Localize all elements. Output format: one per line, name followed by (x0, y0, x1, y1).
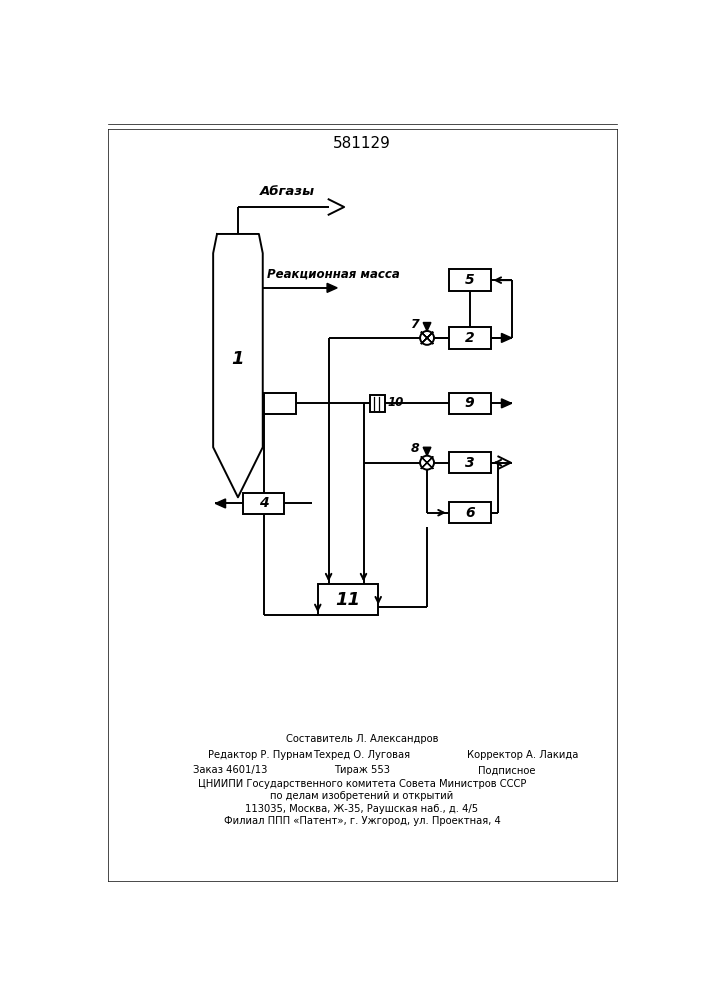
Bar (243, 493, 284, 514)
Text: 581129: 581129 (333, 136, 391, 151)
Text: 11: 11 (336, 591, 361, 609)
Text: 6: 6 (465, 506, 474, 520)
Bar (264, 393, 296, 414)
Text: 10: 10 (387, 396, 404, 409)
Text: 113035, Москва, Ж-35, Раушская наб., д. 4/5: 113035, Москва, Ж-35, Раушская наб., д. … (245, 804, 479, 814)
Text: 8: 8 (410, 442, 419, 455)
Bar (449, 452, 491, 473)
Polygon shape (421, 332, 433, 338)
Polygon shape (423, 323, 431, 331)
Text: Составитель Л. Александров: Составитель Л. Александров (286, 734, 438, 744)
Text: 1: 1 (232, 350, 244, 368)
Bar (317, 584, 378, 615)
Text: 5: 5 (465, 273, 474, 287)
Text: Абгазы: Абгазы (259, 185, 315, 198)
Polygon shape (501, 333, 512, 342)
Text: Подписное: Подписное (478, 765, 536, 775)
Polygon shape (421, 456, 433, 463)
Bar (449, 327, 491, 349)
Text: Заказ 4601/13: Заказ 4601/13 (193, 765, 267, 775)
Polygon shape (421, 463, 433, 469)
Bar (449, 502, 491, 523)
Polygon shape (501, 399, 512, 408)
Text: 7: 7 (410, 318, 419, 331)
Circle shape (420, 456, 434, 470)
Text: 4: 4 (259, 496, 269, 510)
Polygon shape (327, 283, 337, 292)
Text: 3: 3 (465, 456, 474, 470)
Polygon shape (423, 447, 431, 456)
Text: Редактор Р. Пурнам: Редактор Р. Пурнам (209, 750, 313, 760)
Polygon shape (421, 338, 433, 344)
Bar (370, 395, 385, 412)
Text: Корректор А. Лакида: Корректор А. Лакида (467, 750, 578, 760)
Text: 2: 2 (465, 331, 474, 345)
Text: Техред О. Луговая: Техред О. Луговая (313, 750, 411, 760)
Text: по делам изобретений и открытий: по делам изобретений и открытий (270, 791, 454, 801)
Text: Тираж 553: Тираж 553 (334, 765, 390, 775)
Bar (449, 393, 491, 414)
Text: ЦНИИПИ Государственного комитета Совета Министров СССР: ЦНИИПИ Государственного комитета Совета … (198, 779, 526, 789)
Polygon shape (216, 499, 226, 508)
Text: Реакционная масса: Реакционная масса (267, 267, 400, 280)
Text: 9: 9 (465, 396, 474, 410)
Circle shape (420, 331, 434, 345)
Text: Филиал ППП «Патент», г. Ужгород, ул. Проектная, 4: Филиал ППП «Патент», г. Ужгород, ул. Про… (223, 816, 501, 826)
Bar (449, 269, 491, 291)
